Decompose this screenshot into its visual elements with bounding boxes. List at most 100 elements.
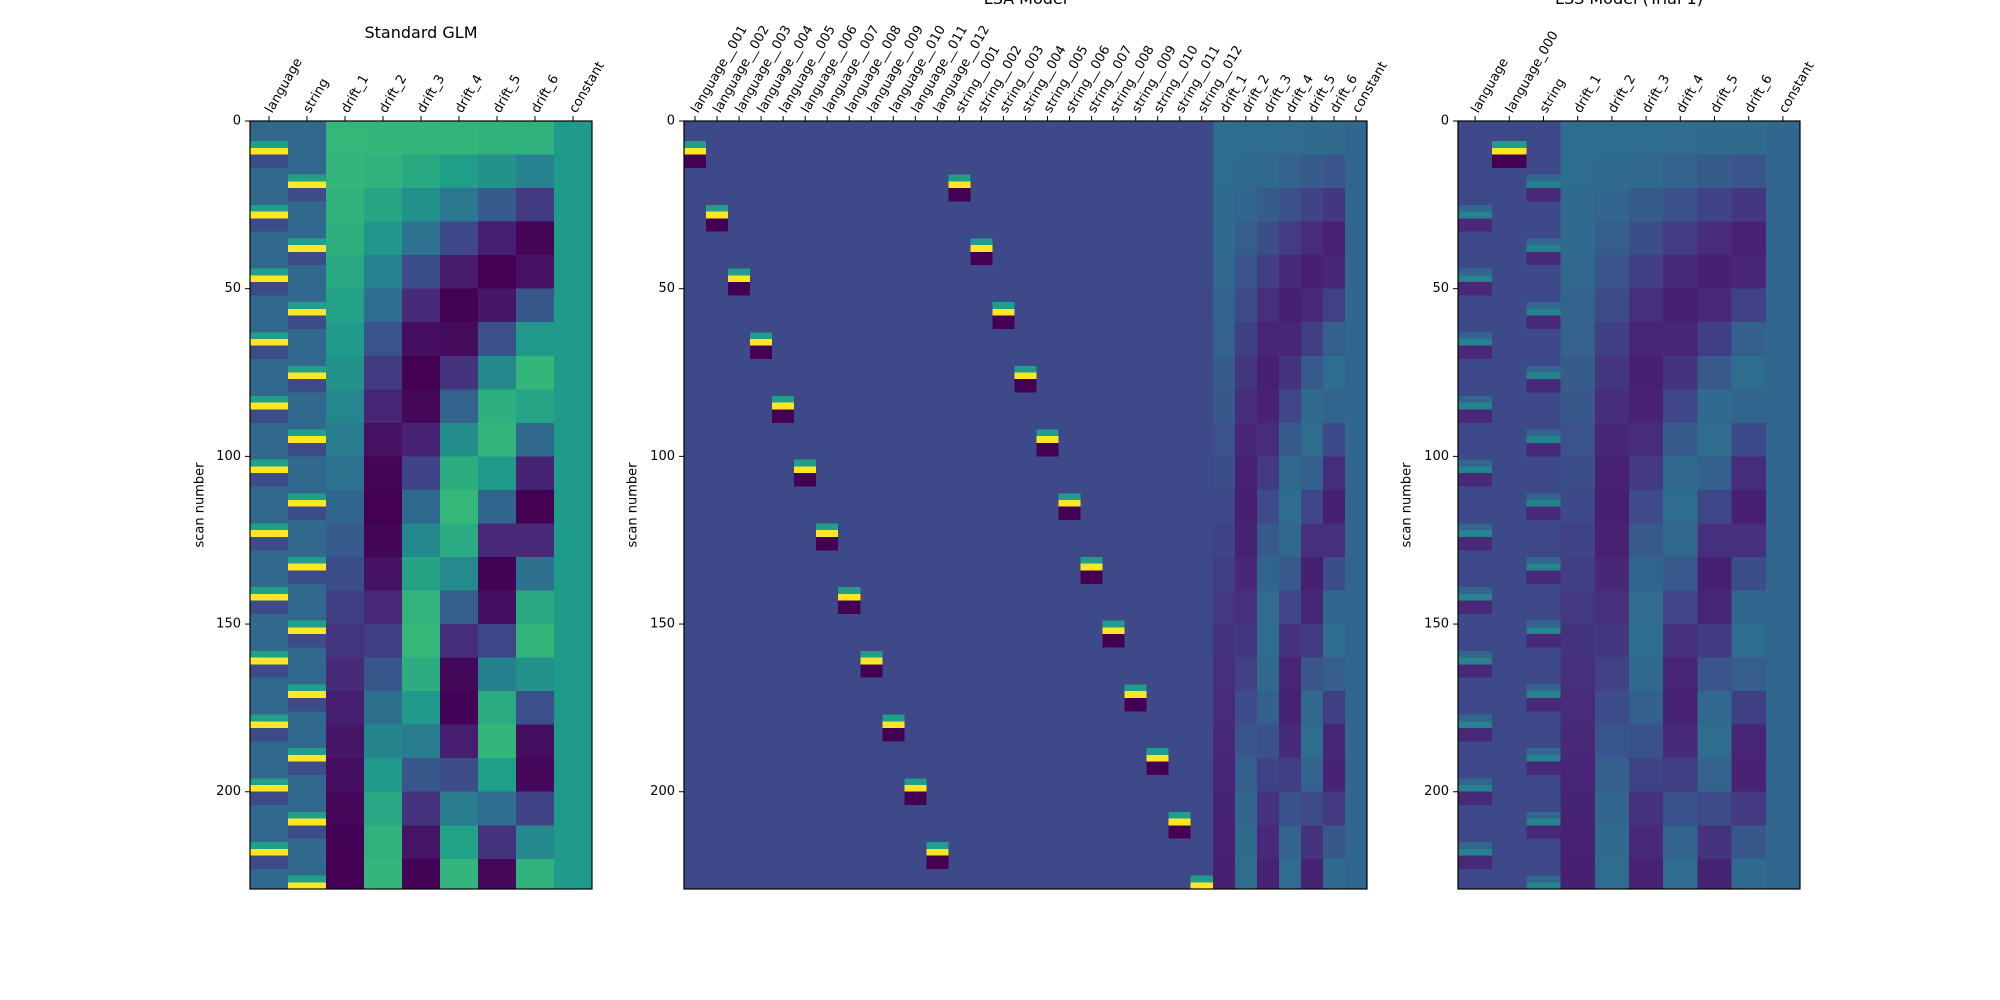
- heatmap-cell: [1322, 691, 1346, 726]
- heatmap-cell: [250, 791, 289, 806]
- heatmap-cell: [1212, 691, 1236, 726]
- y-axis-label: scan number: [193, 462, 208, 548]
- heatmap-cell: [1300, 858, 1324, 890]
- heatmap-cell: [1036, 121, 1060, 431]
- heatmap-cell: [402, 288, 441, 323]
- heatmap-cell: [1036, 442, 1060, 457]
- heatmap-cell: [250, 141, 289, 149]
- heatmap-cell: [1594, 758, 1630, 793]
- heatmap-cell: [1697, 355, 1733, 390]
- heatmap-cell: [478, 825, 517, 860]
- heatmap-cell: [250, 332, 289, 340]
- heatmap-cell: [1300, 523, 1324, 558]
- heatmap-cell: [684, 147, 707, 156]
- heatmap-cell: [326, 355, 365, 390]
- heatmap-cell: [970, 265, 993, 890]
- heatmap-cell: [250, 778, 289, 786]
- heatmap-cell: [288, 583, 327, 622]
- heatmap-cell: [516, 758, 555, 793]
- heatmap-cell: [364, 691, 403, 726]
- heatmap-cell: [250, 473, 289, 488]
- heatmap-cell: [1560, 255, 1596, 290]
- heatmap-cell: [1278, 188, 1302, 223]
- heatmap-cell: [816, 530, 839, 538]
- heatmap-cell: [364, 489, 403, 524]
- heatmap-cell: [1697, 288, 1733, 323]
- heatmap-cell: [440, 791, 479, 826]
- heatmap-cell: [1102, 627, 1126, 635]
- heatmap-cell: [838, 121, 861, 588]
- heatmap-cell: [440, 556, 479, 592]
- heatmap-cell: [288, 711, 327, 749]
- heatmap-cell: [926, 121, 949, 843]
- heatmap-cell: [440, 355, 479, 390]
- heatmap-cell: [288, 201, 327, 239]
- heatmap-cell: [1663, 758, 1698, 793]
- heatmap-cell: [1458, 473, 1493, 488]
- heatmap-cell: [1234, 121, 1258, 156]
- heatmap-cell: [1697, 724, 1733, 759]
- heatmap-cell: [1212, 288, 1236, 323]
- heatmap-cell: [1629, 758, 1664, 793]
- heatmap-cell: [250, 396, 289, 404]
- heatmap-cell: [1731, 322, 1767, 357]
- y-axis-label: scan number: [626, 462, 641, 548]
- heatmap-cell: [1322, 489, 1346, 524]
- plot-frame: [683, 120, 1368, 890]
- heatmap-cell: [440, 422, 479, 457]
- heatmap-cell: [948, 188, 971, 202]
- heatmap-cell: [478, 188, 517, 223]
- heatmap-cell: [402, 188, 441, 223]
- y-tick-label: 100: [1424, 449, 1449, 464]
- heatmap-cell: [1560, 523, 1596, 558]
- heatmap-cell: [1300, 255, 1324, 290]
- heatmap-cell: [1629, 791, 1664, 826]
- heatmap-cell: [364, 590, 403, 625]
- heatmap-cell: [288, 302, 327, 310]
- heatmap-cell: [288, 774, 327, 813]
- heatmap-cell: [1731, 154, 1767, 189]
- heatmap-cell: [1300, 791, 1324, 826]
- heatmap-cell: [1212, 322, 1236, 357]
- heatmap-cell: [882, 714, 905, 722]
- heatmap-cell: [1300, 422, 1324, 457]
- heatmap-cell: [1256, 288, 1280, 323]
- heatmap-cell: [1458, 396, 1493, 404]
- heatmap-cell: [1080, 556, 1104, 565]
- heatmap-cell: [440, 154, 479, 189]
- heatmap-cell: [1256, 858, 1280, 890]
- heatmap-cell: [1560, 121, 1596, 156]
- heatmap-cell: [1234, 691, 1258, 726]
- heatmap-cell: [1526, 563, 1562, 571]
- heatmap-cell: [772, 121, 795, 397]
- heatmap-cell: [1146, 774, 1170, 890]
- heatmap-cell: [1124, 121, 1148, 685]
- heatmap-cell: [1256, 422, 1280, 457]
- heatmap-cell: [1212, 590, 1236, 625]
- heatmap-cell: [1300, 489, 1324, 524]
- heatmap-cell: [478, 791, 517, 826]
- heatmap-cell: [1526, 308, 1562, 317]
- heatmap-cell: [250, 664, 289, 679]
- x-tick-label: constant: [567, 59, 608, 115]
- heatmap-cell: [1560, 657, 1596, 692]
- heatmap-cell: [402, 322, 441, 357]
- heatmap-cell: [250, 855, 289, 870]
- heatmap-cell: [1458, 204, 1493, 213]
- heatmap-cell: [440, 221, 479, 256]
- heatmap-cell: [1212, 523, 1236, 558]
- heatmap-cell: [1560, 724, 1596, 759]
- heatmap-cell: [1124, 697, 1148, 712]
- heatmap-cell: [1300, 825, 1324, 860]
- heatmap-cell: [1234, 825, 1258, 860]
- heatmap-cell: [1322, 221, 1346, 256]
- heatmap-cell: [1256, 791, 1280, 826]
- heatmap-cell: [288, 634, 327, 649]
- heatmap-cell: [364, 456, 403, 491]
- heatmap-cell: [440, 691, 479, 726]
- heatmap-cell: [250, 402, 289, 410]
- heatmap-cell: [706, 218, 729, 233]
- heatmap-cell: [1663, 657, 1698, 692]
- heatmap-cell: [250, 281, 289, 296]
- heatmap-cell: [1731, 858, 1767, 890]
